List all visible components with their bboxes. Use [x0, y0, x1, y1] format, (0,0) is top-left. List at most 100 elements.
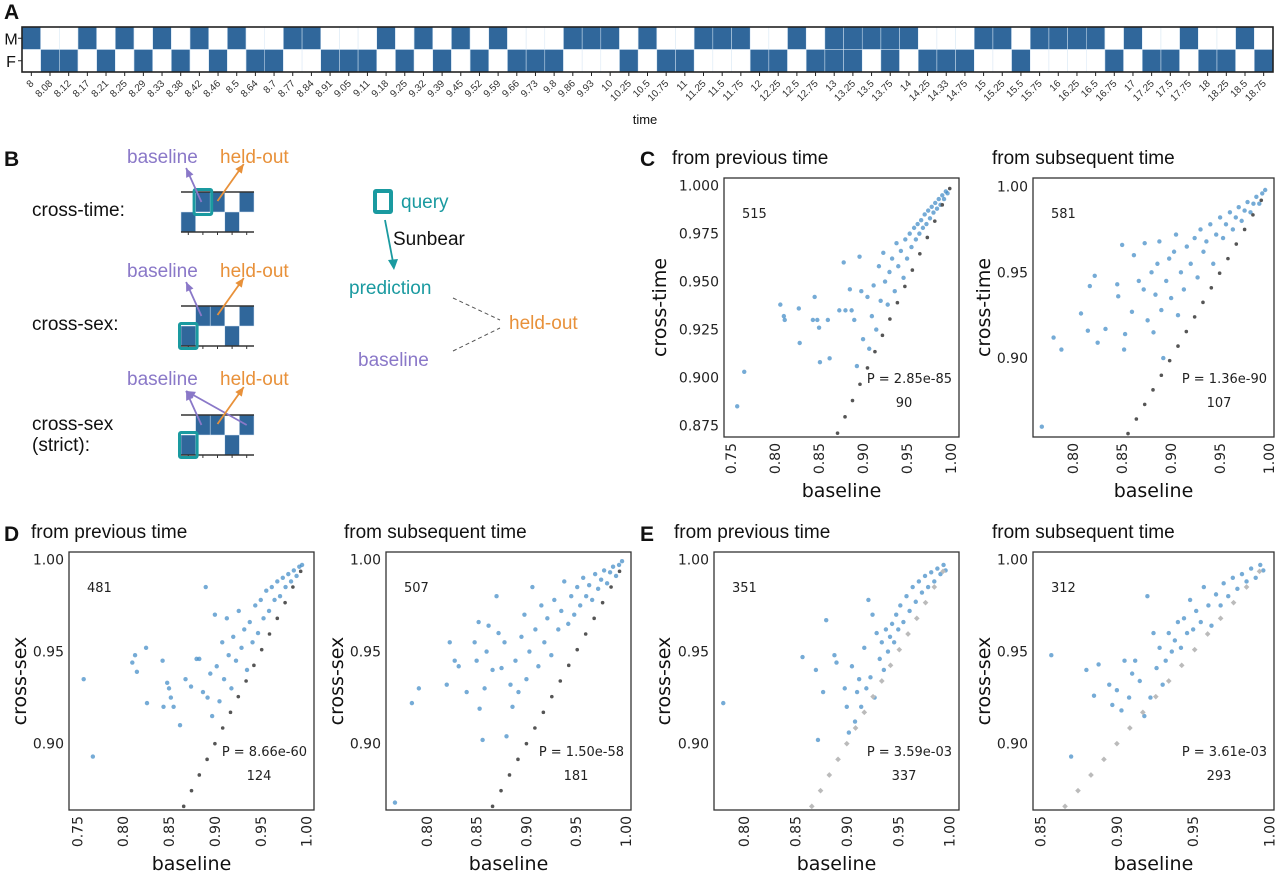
data-point — [834, 660, 839, 665]
diagonal-mark — [1226, 256, 1230, 261]
heatmap-cell-M-14 — [899, 26, 919, 50]
data-point — [1087, 283, 1093, 289]
x-tick-label: 8.77 — [276, 78, 298, 100]
cross-sex-strict-label: cross-sex — [32, 414, 114, 435]
x-tick-label: 0.85 — [788, 816, 804, 847]
diagonal-mark — [558, 679, 563, 683]
diagonal-mark — [1159, 373, 1164, 378]
x-tick-label: 8.17 — [71, 78, 93, 100]
diagonal-mark — [1217, 615, 1224, 622]
count-above-diagonal: 515 — [742, 207, 767, 222]
data-point — [820, 689, 826, 695]
diagonal-mark — [566, 663, 571, 668]
diagonal-mark — [1126, 431, 1130, 436]
diagonal-mark — [617, 569, 622, 574]
x-tick-label: 8 — [25, 78, 37, 90]
y-axis-label: cross-sex — [653, 637, 675, 726]
heatmap-cell-F-11.75 — [731, 49, 751, 73]
diagonal-mark — [1242, 227, 1247, 232]
heatmap-cell-M-8.77 — [283, 26, 303, 50]
data-point — [1190, 627, 1196, 632]
x-tick-label: 0.95 — [1186, 816, 1202, 847]
p-value: P = 2.85e-85 — [867, 372, 952, 387]
mini-cell — [224, 211, 240, 233]
data-point — [1160, 682, 1165, 687]
y-tick-label: 1.00 — [33, 552, 64, 568]
plot-area — [723, 177, 960, 438]
heatmap-cell-M-8.08 — [40, 26, 60, 50]
data-point — [494, 594, 499, 599]
x-tick-label: 14.75 — [945, 78, 971, 104]
data-point — [134, 669, 140, 674]
diagonal-mark — [1178, 662, 1185, 669]
x-tick-label: 9.52 — [463, 78, 485, 100]
diagonal-mark — [490, 804, 495, 809]
diagonal-mark — [1184, 329, 1189, 334]
diagonal-mark — [1151, 388, 1155, 392]
data-point — [1155, 261, 1160, 266]
diagonal-mark — [1217, 271, 1222, 275]
x-tick-label: 11.75 — [721, 78, 746, 103]
panel-label-b: B — [4, 148, 19, 171]
diagonal-mark — [1152, 693, 1159, 700]
count-above-diagonal: 481 — [87, 581, 112, 596]
data-point — [1148, 695, 1153, 700]
heatmap-cell-F-9.05 — [339, 49, 359, 73]
data-point — [1178, 270, 1184, 275]
diagonal-mark — [609, 585, 613, 589]
plot-area — [68, 551, 315, 811]
heatmap-cell-F-10.25 — [619, 49, 639, 73]
diagonal-mark — [197, 773, 202, 777]
heatmap-cell-F-9.73 — [525, 49, 546, 73]
data-point — [1175, 619, 1181, 625]
data-point — [1258, 562, 1263, 568]
data-point — [735, 404, 740, 409]
x-tick-label: 1.00 — [1262, 443, 1278, 474]
y-axis-label: cross-sex — [9, 637, 31, 726]
heatmap-cell-M-13.75 — [880, 26, 900, 50]
data-point — [476, 619, 481, 625]
diagonal-mark — [291, 585, 295, 589]
y-tick-label: 1.000 — [679, 179, 719, 195]
x-tick-label: 0.80 — [420, 816, 436, 847]
x-axis-label: baseline — [797, 853, 877, 873]
data-point — [913, 599, 918, 604]
data-point — [1091, 693, 1097, 698]
heatmap-cell-M-13.25 — [843, 26, 863, 50]
diagonal-mark — [922, 599, 929, 606]
data-point — [1145, 318, 1150, 323]
heatmap-cell-F-14.25 — [917, 49, 938, 73]
x-tick-label: 0.85 — [162, 816, 178, 847]
data-point — [864, 686, 869, 691]
diagonal-mark — [1167, 358, 1172, 363]
p-value: P = 3.59e-03 — [867, 745, 952, 760]
data-point — [264, 588, 269, 593]
x-tick-label: 0.85 — [812, 443, 828, 474]
diagonal-mark — [835, 431, 840, 435]
data-point — [533, 627, 538, 632]
data-point — [1103, 326, 1108, 332]
x-tick-label: 10.25 — [608, 78, 634, 104]
diagonal-mark — [808, 803, 815, 810]
data-point — [258, 597, 263, 603]
row-label-M: M — [4, 31, 17, 48]
data-point — [1175, 313, 1181, 318]
diagonal-mark — [244, 679, 248, 683]
x-tick-label: 8.38 — [164, 78, 186, 100]
x-tick-label: 8.25 — [108, 78, 130, 100]
data-point — [896, 627, 901, 632]
x-tick-label: 1.00 — [943, 816, 959, 847]
x-tick-label: 15.25 — [982, 78, 1008, 104]
data-point — [852, 719, 858, 724]
diagonal-mark — [905, 631, 911, 637]
query-highlight-icon — [192, 188, 214, 216]
data-point — [1096, 662, 1101, 667]
heatmap-cell-M-10.25 — [619, 26, 639, 50]
x-tick-label: 0.95 — [254, 816, 270, 847]
data-point — [604, 581, 610, 586]
x-tick-label: 0.90 — [856, 443, 872, 474]
data-point — [796, 306, 802, 311]
data-point — [589, 597, 595, 603]
diagonal-mark — [1127, 725, 1133, 731]
data-point — [847, 287, 853, 292]
